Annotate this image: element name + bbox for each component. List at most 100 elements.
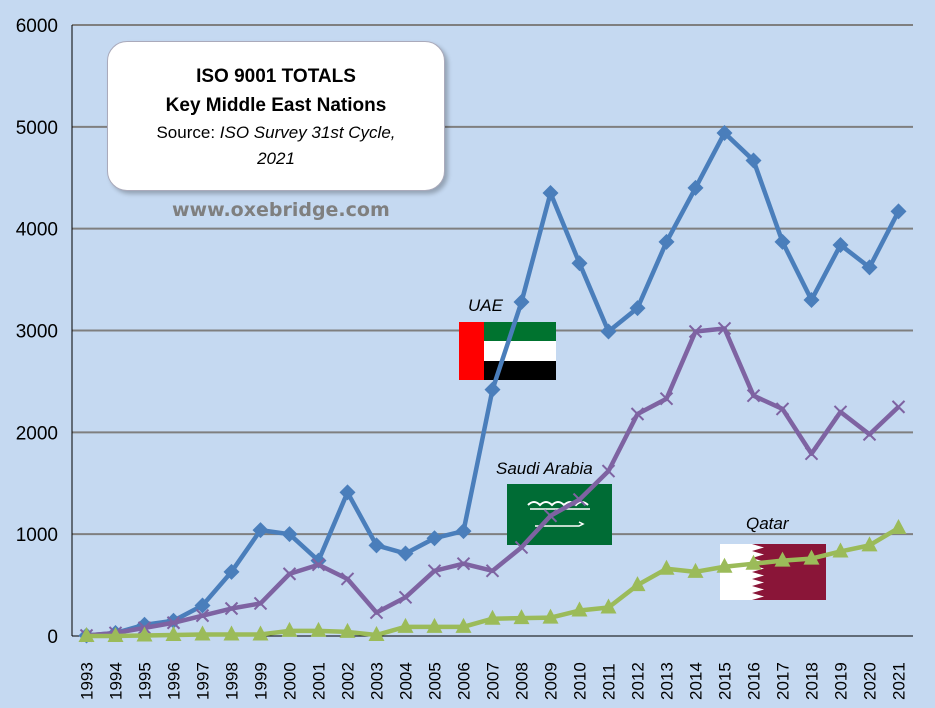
data-point (368, 537, 385, 554)
data-point (688, 324, 703, 339)
data-point (223, 625, 240, 641)
x-tick-label: 2004 (397, 662, 416, 700)
data-point (861, 259, 878, 276)
data-point (775, 402, 790, 416)
data-point (485, 564, 500, 578)
x-tick-label: 2003 (368, 662, 387, 700)
data-point (716, 557, 733, 573)
data-point (542, 185, 559, 202)
x-tick-label: 2002 (339, 662, 358, 700)
data-point (397, 545, 414, 562)
data-point (542, 608, 559, 624)
x-tick-label: 2017 (774, 662, 793, 700)
data-point (513, 293, 530, 310)
data-point (659, 392, 674, 406)
data-point (456, 556, 471, 571)
x-tick-label: 1995 (136, 662, 155, 700)
x-tick-label: 2011 (600, 663, 619, 700)
data-point (253, 596, 268, 611)
data-point (716, 124, 733, 141)
data-point (890, 203, 907, 220)
data-point (629, 300, 646, 317)
x-tick-label: 2007 (484, 662, 503, 700)
y-tick-label: 2000 (16, 423, 58, 444)
x-tick-label: 2020 (861, 662, 880, 700)
data-point (195, 608, 210, 623)
x-tick-label: 2014 (687, 662, 706, 700)
data-point (630, 407, 645, 421)
data-point (252, 625, 269, 641)
website-label: www.oxebridge.com (172, 199, 390, 221)
data-point (862, 427, 877, 442)
data-point (397, 617, 414, 633)
x-tick-label: 2005 (426, 662, 445, 700)
flags: UAE Saudi Arabia Qatar (459, 296, 826, 600)
data-point (571, 255, 588, 272)
y-tick-label: 1000 (16, 525, 58, 546)
uae-label: UAE (468, 296, 504, 315)
data-point (426, 617, 443, 633)
x-tick-label: 2019 (832, 662, 851, 700)
y-tick-label: 6000 (16, 16, 58, 37)
data-point (687, 179, 704, 196)
data-point (455, 617, 472, 633)
data-point (281, 526, 298, 543)
x-tick-label: 2008 (513, 662, 532, 700)
data-point (426, 530, 443, 547)
data-point (861, 536, 878, 552)
data-point (833, 405, 848, 419)
x-tick-label: 2016 (745, 662, 764, 700)
data-point (398, 590, 413, 605)
data-point (600, 598, 617, 614)
data-point (455, 523, 472, 540)
data-point (804, 447, 819, 461)
x-tick-label: 1997 (194, 662, 213, 700)
data-point (543, 509, 558, 523)
data-point (658, 233, 675, 250)
data-point (832, 236, 849, 253)
data-point (311, 558, 326, 572)
data-point (107, 627, 124, 642)
data-point (832, 542, 849, 558)
data-point (194, 625, 211, 641)
data-point (252, 522, 269, 539)
data-point (484, 609, 501, 625)
data-point (803, 291, 820, 308)
source-prefix: Source: (156, 123, 220, 142)
data-point (166, 616, 181, 630)
data-point (572, 492, 587, 507)
x-tick-label: 1999 (252, 662, 271, 700)
source-italic: ISO Survey 31st Cycle, (219, 123, 396, 142)
y-tick-label: 0 (47, 627, 58, 648)
chart-title-line2: Key Middle East Nations (165, 95, 387, 116)
data-point (891, 400, 906, 414)
data-point (282, 567, 297, 581)
series-qatar (78, 519, 907, 642)
chart-title-line1: ISO 9001 TOTALS (196, 66, 356, 87)
data-point (224, 601, 239, 616)
data-point (339, 484, 356, 501)
data-point (136, 626, 153, 642)
qatar-label: Qatar (746, 514, 790, 533)
x-tick-label: 2009 (542, 662, 561, 700)
data-point (369, 605, 384, 620)
x-tick-label: 2012 (629, 662, 648, 700)
y-tick-label: 3000 (16, 322, 58, 343)
data-point (687, 562, 704, 578)
data-point (194, 597, 211, 614)
x-tick-label: 2021 (890, 662, 909, 700)
data-point (601, 464, 616, 478)
x-tick-label: 2006 (455, 662, 474, 700)
data-point (281, 621, 298, 637)
data-point (745, 152, 762, 169)
data-point (368, 625, 385, 641)
data-point (803, 549, 820, 565)
x-tick-label: 1994 (107, 662, 126, 700)
data-point (165, 625, 182, 641)
data-point (427, 564, 442, 578)
saudi-label: Saudi Arabia (496, 459, 593, 478)
x-tick-label: 2001 (310, 662, 329, 700)
x-tick-label: 2013 (658, 662, 677, 700)
source-line: Source: ISO Survey 31st Cycle, (108, 120, 444, 146)
